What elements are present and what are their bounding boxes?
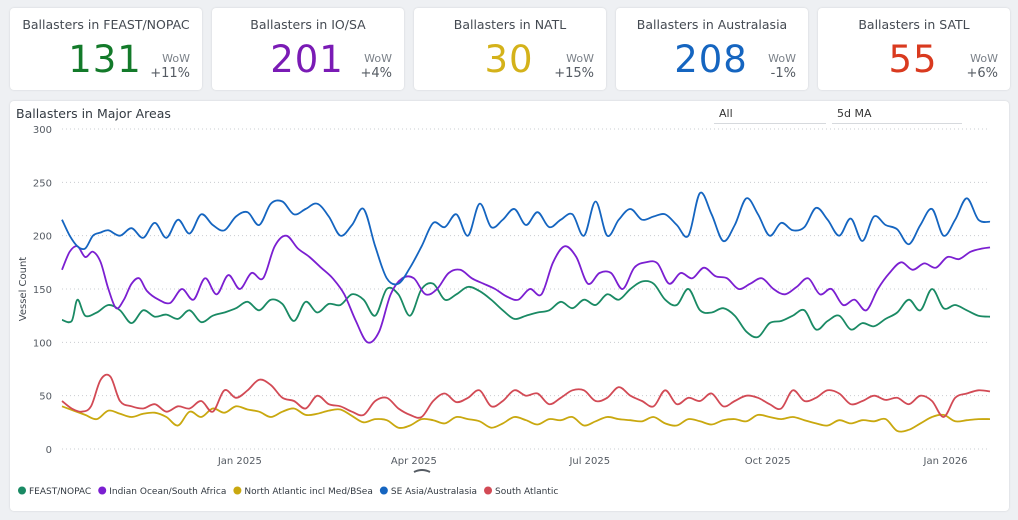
smoothing-slicer[interactable]: 5d MA <box>832 104 962 124</box>
series-line-se-asia-australasia <box>61 191 991 286</box>
kpi-value: 131 <box>68 38 142 81</box>
kpi-wow-value: -1% <box>770 66 796 81</box>
x-tick-label: Jan 2026 <box>923 456 968 467</box>
legend-label: North Atlantic incl Med/BSea <box>244 487 372 497</box>
y-tick-label: 100 <box>33 338 52 349</box>
legend-marker <box>379 486 388 495</box>
x-tick-label: Oct 2025 <box>745 456 791 467</box>
y-tick-label: 200 <box>33 232 52 243</box>
kpi-title: Ballasters in Australasia <box>636 17 788 32</box>
kpi-value: 208 <box>674 38 748 81</box>
legend-label: SE Asia/Australasia <box>391 487 477 497</box>
legend-marker <box>233 486 242 495</box>
range-slicer[interactable]: All <box>714 104 826 124</box>
x-tick-label: Jul 2025 <box>568 456 610 467</box>
kpi-wow-label: WoW <box>970 52 998 65</box>
y-tick-label: 250 <box>33 178 52 189</box>
kpi-wow-label: WoW <box>162 52 190 65</box>
kpi-card-satl: Ballasters in SATL 55 WoW +6% <box>818 8 1010 90</box>
series-line-feast-nopac <box>61 280 991 339</box>
kpi-wow-label: WoW <box>768 52 796 65</box>
y-tick-label: 150 <box>33 285 52 296</box>
legend-marker <box>484 486 493 495</box>
legend-label: South Atlantic <box>495 487 558 497</box>
kpi-title: Ballasters in IO/SA <box>250 17 366 32</box>
series-line-north-atlantic-incl-med-bsea <box>61 405 991 433</box>
kpi-wow-value: +4% <box>360 66 392 81</box>
kpi-value: 30 <box>484 38 534 81</box>
y-tick-label: 50 <box>39 392 52 403</box>
kpi-wow-value: +6% <box>966 66 998 81</box>
ballasters-chart-card: Ballasters in Major Areas All 5d MA 0 50 1… <box>10 101 1009 511</box>
kpi-wow-value: +15% <box>554 66 594 81</box>
kpi-card-io-sa: Ballasters in IO/SA 201 WoW +4% <box>212 8 404 90</box>
kpi-wow-label: WoW <box>566 52 594 65</box>
legend-label: FEAST/NOPAC <box>29 487 91 497</box>
kpi-value: 55 <box>888 38 938 81</box>
kpi-wow-value: +11% <box>150 66 190 81</box>
kpi-title: Ballasters in NATL <box>453 17 567 32</box>
x-tick-label: Apr 2025 <box>391 456 437 467</box>
kpi-title: Ballasters in SATL <box>858 17 970 32</box>
y-tick-label: 300 <box>33 125 52 136</box>
series-line-south-atlantic <box>61 373 991 419</box>
line-chart: 0 50 100 150 200 250 300 Jan 2025 Apr 2025 Jul 20… <box>18 125 991 497</box>
y-axis-label: Vessel Count <box>18 257 29 322</box>
x-tick-label: Jan 2025 <box>217 456 262 467</box>
kpi-value: 201 <box>270 38 344 81</box>
legend-marker <box>98 486 107 495</box>
kpi-card-australasia: Ballasters in Australasia 208 WoW -1% <box>616 8 808 90</box>
series-line-indian-ocean-south-africa <box>61 234 991 344</box>
kpi-title: Ballasters in FEAST/NOPAC <box>22 17 190 32</box>
scrollbar-handle[interactable] <box>413 469 431 473</box>
kpi-card-feast-nopac: Ballasters in FEAST/NOPAC 131 WoW +11% <box>10 8 202 90</box>
legend-marker <box>18 486 26 495</box>
y-tick-label: 0 <box>46 445 52 456</box>
legend-label: Indian Ocean/South Africa <box>109 487 226 497</box>
chart-title: Ballasters in Major Areas <box>16 106 171 121</box>
kpi-card-natl: Ballasters in NATL 30 WoW +15% <box>414 8 606 90</box>
kpi-wow-label: WoW <box>364 52 392 65</box>
